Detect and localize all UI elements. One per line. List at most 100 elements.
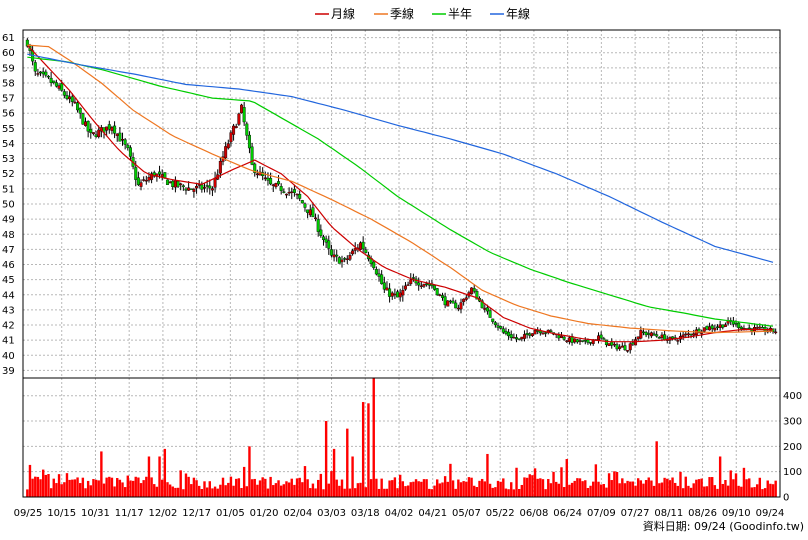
candle-body [329,249,333,256]
price-tick-label: 48 [2,230,15,241]
volume-bar [375,478,378,497]
candle-body [692,333,696,336]
candle-body [681,334,685,338]
candle-body [332,254,336,258]
volume-bar [41,469,45,497]
volume-bar [536,478,539,497]
volume-bar [319,473,323,497]
candle-body [734,322,738,325]
volume-bar [242,466,246,497]
candle-body [173,180,177,188]
candle-body [105,126,109,131]
candle-body [171,180,175,188]
candle-body [446,300,450,307]
volume-bar [703,486,706,497]
candle-body [150,173,154,180]
candle-body [121,139,125,141]
volume-bar [258,480,262,497]
volume-bar [713,485,717,497]
candle-body [485,307,489,312]
candle-body [113,125,117,134]
candle-body [419,285,423,287]
volume-bar [486,453,489,497]
volume-bar [409,482,412,497]
candle-body [708,326,712,331]
volume-bar [208,481,211,497]
candle-body [213,177,217,188]
candle-body [620,345,624,348]
candle-body [290,191,294,193]
price-tick-label: 47 [2,245,15,256]
volume-bar [240,487,243,497]
candle-body [739,326,743,329]
volume-bar [428,488,431,497]
candle-body [279,186,283,191]
candle-body [91,132,95,135]
candle-body [163,172,167,179]
candle-body [343,258,347,260]
candle-body [626,350,630,352]
volume-bar [726,485,730,497]
moving-average-lines [26,44,774,343]
candle-body [187,187,191,191]
volume-bar [73,479,77,497]
candle-body [253,163,257,173]
volume-bar [679,471,682,497]
volume-bar [642,483,645,497]
candle-body [245,123,249,136]
volume-bar [414,479,418,497]
date-tick-label: 12/02 [148,508,177,519]
candle-body [382,282,386,290]
volume-bar [578,478,582,497]
volume-bar [97,480,100,497]
candle-body [639,330,643,339]
volume-bar [49,488,53,497]
volume-bar [528,474,531,497]
volume-bar [533,468,537,497]
candle-body [49,77,53,83]
candle-body [409,279,413,285]
candle-body [181,185,185,188]
candle-body [631,342,635,345]
candle-body [337,257,341,264]
volume-bar [684,476,687,497]
candle-body [705,325,709,330]
volume-bar [769,483,772,497]
volume-bar [491,487,494,497]
price-tick-label: 39 [2,366,15,377]
volume-bar [745,479,748,497]
volume-bar [200,488,204,497]
price-tick-label: 49 [2,215,15,226]
volume-bar [750,487,754,497]
candle-body [210,188,214,191]
candle-body [393,293,397,296]
volume-bar [287,482,291,497]
volume-bar [116,478,119,497]
price-tick-label: 59 [2,63,15,74]
candle-body [586,339,590,343]
candle-body [81,113,85,125]
price-tick-label: 56 [2,109,15,120]
candle-body [295,193,299,196]
candle-body [602,338,606,340]
volume-bar [229,476,233,497]
volume-bar [348,488,352,497]
candle-body [456,307,460,310]
candle-body [200,184,204,190]
volume-bar [742,467,746,497]
date-tick-label: 06/08 [519,508,548,519]
candle-body [440,295,444,298]
volume-bar [264,478,267,497]
volume-bar [31,478,34,497]
candle-body [73,101,77,104]
volume-bar [451,480,455,497]
candle-body [647,333,651,335]
volume-bar [346,428,349,497]
volume-bar [480,478,484,497]
volume-bar [145,476,148,497]
volume-bar [695,479,698,497]
volume-bar [668,480,672,497]
volume-bar [113,486,116,497]
candle-body [139,182,143,187]
